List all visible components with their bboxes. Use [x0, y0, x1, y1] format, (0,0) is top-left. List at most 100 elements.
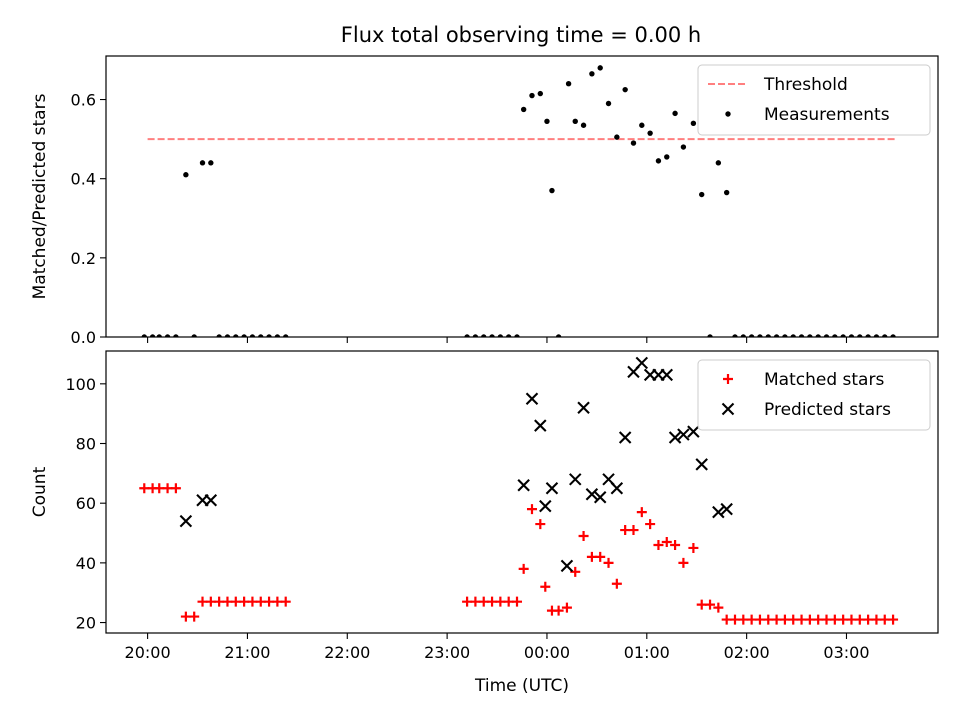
top-y-tick-label: 0.0 — [71, 328, 96, 347]
top-legend: Threshold Measurements — [697, 64, 931, 136]
measurements-point — [622, 86, 628, 93]
measurements-point — [815, 334, 821, 337]
measurements-point — [765, 334, 771, 337]
predicted-stars-point — [585, 487, 599, 501]
legend-swatch-matched-stars — [723, 374, 733, 384]
measurements-point — [258, 334, 264, 337]
legend-label-measurements: Measurements — [764, 105, 890, 125]
measurements-point — [823, 334, 830, 337]
measurements-point — [544, 118, 550, 125]
measurements-point — [183, 172, 189, 178]
matched-stars-point — [512, 596, 523, 607]
matched-stars-point — [526, 504, 537, 515]
predicted-stars-point — [660, 368, 674, 382]
measurements-point — [224, 334, 231, 337]
measurements-point — [848, 334, 855, 337]
bottom-y-tick-label: 20 — [76, 614, 96, 633]
measurements-point — [672, 110, 678, 117]
predicted-stars-point — [525, 392, 539, 405]
measurements-point — [723, 189, 730, 196]
measurements-point — [505, 334, 512, 337]
measurements-point — [597, 65, 603, 71]
measurements-point — [481, 334, 487, 337]
matched-stars-point — [678, 557, 689, 568]
measurements-point — [555, 334, 562, 337]
matched-stars-point — [636, 507, 647, 518]
top-legend-box — [697, 64, 931, 136]
predicted-stars-point — [668, 431, 682, 444]
matched-stars-point — [535, 519, 546, 530]
measurements-point — [141, 334, 147, 337]
matched-stars-point — [661, 536, 672, 547]
predicted-stars-point — [179, 514, 193, 528]
measurements-point — [732, 334, 738, 337]
predicted-stars-point — [517, 479, 530, 492]
bottom-y-axis-label: Count — [30, 466, 50, 517]
matched-stars-point — [189, 611, 200, 622]
predicted-stars-point — [618, 431, 632, 444]
predicted-stars-point — [593, 490, 607, 504]
measurements-point — [757, 334, 763, 337]
matched-stars-point — [280, 596, 291, 607]
bottom-x-tick-label: 22:00 — [324, 643, 370, 662]
matched-stars-point — [705, 599, 716, 610]
bottom-legend-box — [697, 359, 931, 431]
measurements-point — [647, 130, 653, 136]
bottom-y-tick-label: 80 — [76, 435, 96, 454]
measurements-point — [857, 334, 863, 337]
matched-stars-point — [553, 605, 564, 616]
bottom-x-axis-label: Time (UTC) — [474, 676, 569, 696]
top-y-axis-label: Matched/Predicted stars — [30, 93, 50, 299]
bottom-axes-frame — [105, 350, 939, 634]
measurements-point — [680, 144, 687, 150]
measurements-point — [605, 100, 612, 107]
bottom-y-tick-label: 40 — [76, 554, 96, 573]
top-axes-frame — [105, 55, 939, 338]
measurements-point — [164, 334, 171, 337]
legend-label-matched-stars: Matched stars — [764, 370, 884, 390]
matched-stars-point — [688, 542, 699, 553]
measurements-point — [520, 106, 527, 113]
measurements-point — [208, 160, 214, 166]
measurements-point — [216, 334, 222, 337]
matched-stars-point — [645, 519, 656, 530]
matched-stars-point — [540, 581, 551, 592]
predicted-stars-point — [539, 499, 552, 513]
top-plot-area — [141, 65, 897, 337]
measurements-point — [266, 334, 272, 337]
measurements-point — [790, 334, 796, 337]
measurements-point — [699, 191, 705, 198]
matched-stars-point — [628, 525, 639, 536]
predicted-stars-point — [577, 401, 590, 414]
measurements-point — [798, 334, 805, 337]
measurements-point — [233, 334, 239, 337]
measurements-point — [589, 71, 595, 77]
bottom-panel: 20:00 21:00 22:00 23:00 00:00 01:00 02:00 03:00… — [30, 350, 939, 696]
predicted-stars-point — [695, 458, 708, 471]
predicted-stars-point — [610, 482, 624, 495]
matched-stars-point — [611, 578, 622, 589]
measurements-point — [241, 334, 247, 337]
measurements-point — [832, 334, 838, 337]
bottom-x-tick-label: 20:00 — [125, 643, 171, 662]
predicted-stars-point — [560, 559, 574, 573]
predicted-stars-point — [569, 473, 582, 486]
top-panel: 0.0 0.2 0.4 0.6 Matched/Predicted stars Thres… — [30, 55, 939, 347]
measurements-point — [740, 334, 747, 337]
bottom-x-tick-label: 01:00 — [624, 643, 670, 662]
predicted-stars-point — [545, 482, 559, 495]
top-y-tick-label: 0.4 — [71, 170, 96, 189]
matched-stars-point — [578, 531, 589, 542]
measurements-point — [580, 122, 587, 128]
measurements-point — [549, 187, 555, 194]
bottom-x-tick-label: 21:00 — [224, 643, 270, 662]
measurements-point — [639, 122, 645, 128]
measurements-point — [715, 160, 722, 166]
measurements-point — [497, 334, 504, 337]
predicted-stars-point — [677, 428, 690, 441]
measurements-point — [489, 334, 495, 337]
bottom-x-tick-label: 03:00 — [823, 643, 869, 662]
predicted-stars-point — [204, 493, 218, 507]
matched-stars-point — [670, 539, 681, 550]
